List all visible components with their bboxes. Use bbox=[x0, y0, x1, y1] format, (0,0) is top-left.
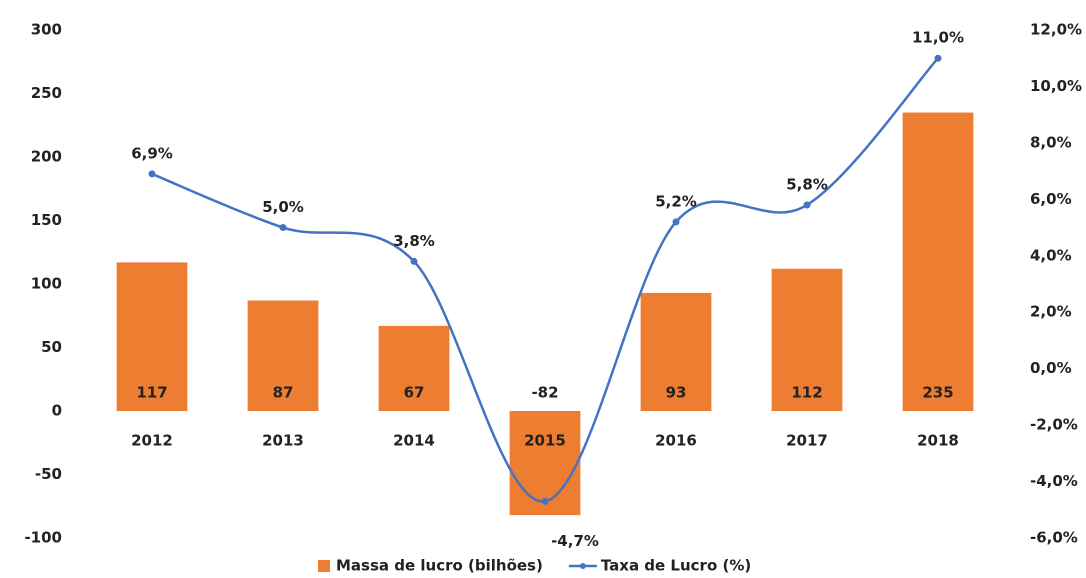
bar bbox=[116, 262, 188, 411]
y2-tick-label: 6,0% bbox=[1030, 190, 1072, 208]
line-point bbox=[410, 257, 418, 265]
x-tick-label: 2017 bbox=[786, 432, 828, 450]
y-tick-label: -50 bbox=[35, 465, 62, 483]
line-point bbox=[803, 201, 811, 209]
y2-tick-label: 2,0% bbox=[1030, 303, 1072, 321]
x-tick-label: 2013 bbox=[262, 432, 304, 450]
y2-tick-label: 4,0% bbox=[1030, 246, 1072, 264]
y2-tick-label: 0,0% bbox=[1030, 359, 1072, 377]
x-tick-label: 2012 bbox=[131, 432, 173, 450]
y2-tick-label: 8,0% bbox=[1030, 133, 1072, 151]
y-tick-label: 150 bbox=[31, 211, 62, 229]
line-value-label: 5,2% bbox=[655, 192, 697, 210]
y-tick-label: 50 bbox=[41, 338, 62, 356]
y-tick-label: 200 bbox=[31, 148, 62, 166]
line-point bbox=[541, 497, 549, 505]
bar bbox=[902, 112, 974, 412]
x-tick-label: 2015 bbox=[524, 432, 566, 450]
y2-tick-label: 12,0% bbox=[1030, 21, 1082, 39]
line-value-label: 5,0% bbox=[262, 198, 304, 216]
x-tick-label: 2016 bbox=[655, 432, 697, 450]
line-value-label: 6,9% bbox=[131, 144, 173, 162]
y2-tick-label: -6,0% bbox=[1030, 529, 1078, 547]
bar-value-label: 67 bbox=[404, 384, 425, 402]
bar bbox=[771, 268, 843, 411]
legend-swatch bbox=[579, 563, 586, 569]
line-point bbox=[279, 224, 287, 232]
line-value-label: 3,8% bbox=[393, 232, 435, 250]
line-value-label: 5,8% bbox=[786, 175, 828, 193]
bar-value-label: 112 bbox=[791, 384, 822, 402]
line-value-label: -4,7% bbox=[551, 532, 599, 550]
y2-tick-label: -4,0% bbox=[1030, 472, 1078, 490]
y2-tick-label: 10,0% bbox=[1030, 77, 1082, 95]
bar bbox=[378, 325, 450, 411]
bar bbox=[247, 300, 319, 411]
x-tick-label: 2018 bbox=[917, 432, 959, 450]
legend-label: Taxa de Lucro (%) bbox=[601, 557, 751, 575]
y-tick-label: -100 bbox=[24, 529, 62, 547]
line-value-label: 11,0% bbox=[912, 29, 964, 47]
line-point bbox=[934, 54, 942, 62]
bar-value-label: 117 bbox=[136, 384, 167, 402]
x-tick-label: 2014 bbox=[393, 432, 435, 450]
y2-tick-label: -2,0% bbox=[1030, 416, 1078, 434]
y-tick-label: 250 bbox=[31, 84, 62, 102]
bar bbox=[509, 411, 581, 516]
y-tick-label: 0 bbox=[52, 402, 62, 420]
bar-value-label: -82 bbox=[531, 384, 558, 402]
bar-value-label: 87 bbox=[273, 384, 294, 402]
y-tick-label: 100 bbox=[31, 275, 62, 293]
y-tick-label: 300 bbox=[31, 21, 62, 39]
legend-swatch bbox=[318, 560, 330, 572]
line-point bbox=[672, 218, 680, 226]
bar bbox=[640, 292, 712, 411]
bar-value-label: 93 bbox=[666, 384, 687, 402]
line-point bbox=[148, 170, 156, 178]
bar-value-label: 235 bbox=[922, 384, 953, 402]
legend-label: Massa de lucro (bilhões) bbox=[336, 557, 543, 575]
